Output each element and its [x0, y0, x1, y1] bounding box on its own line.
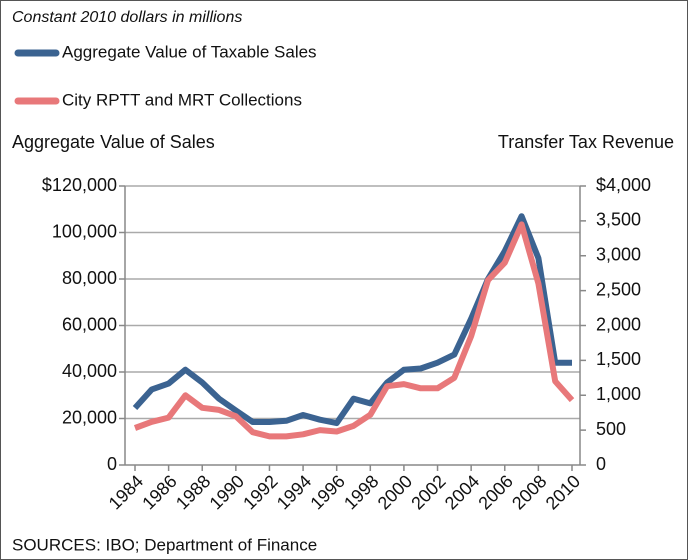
y2-tick-label: $4,000	[596, 175, 651, 195]
series-line	[133, 221, 575, 440]
legend-label: Aggregate Value of Taxable Sales	[62, 42, 317, 61]
y-axis-label: Aggregate Value of Sales	[12, 132, 215, 152]
x-tick-label: 1998	[340, 471, 382, 513]
y2-tick-label: 0	[596, 454, 606, 474]
x-tick-label: 2002	[407, 471, 449, 513]
x-tick-label: 2008	[508, 471, 550, 513]
x-tick-label: 1996	[306, 471, 348, 513]
y2-tick-label: 1,500	[596, 349, 641, 369]
y2-tick-label: 3,000	[596, 245, 641, 265]
legend-label: City RPTT and MRT Collections	[62, 90, 302, 109]
y-tick-label: 0	[107, 454, 117, 474]
y2-axis-label: Transfer Tax Revenue	[498, 132, 674, 152]
y-tick-label: 20,000	[62, 407, 117, 427]
x-tick-label: 2006	[474, 471, 516, 513]
x-tick-label: 1990	[206, 471, 248, 513]
y2-tick-label: 500	[596, 419, 626, 439]
x-tick-label: 1994	[273, 471, 315, 513]
x-tick-label: 1992	[239, 471, 281, 513]
x-tick-label: 1988	[172, 471, 214, 513]
y2-tick-label: 3,500	[596, 210, 641, 230]
y-tick-label: 100,000	[52, 221, 117, 241]
x-tick-label: 2004	[441, 471, 483, 513]
x-tick-label: 1986	[138, 471, 180, 513]
y2-tick-label: 1,000	[596, 384, 641, 404]
y-tick-label: 80,000	[62, 268, 117, 288]
subtitle: Constant 2010 dollars in millions	[12, 9, 242, 26]
x-tick-label: 1984	[105, 471, 147, 513]
y-tick-label: 60,000	[62, 314, 117, 334]
y2-tick-label: 2,500	[596, 279, 641, 299]
series-line	[132, 213, 572, 427]
x-tick-label: 2010	[542, 471, 584, 513]
y-tick-label: 40,000	[62, 361, 117, 381]
source: SOURCES: IBO; Department of Finance	[12, 535, 317, 554]
y2-tick-label: 2,000	[596, 314, 641, 334]
x-tick-label: 2000	[374, 471, 416, 513]
y-tick-label: $120,000	[42, 175, 117, 195]
